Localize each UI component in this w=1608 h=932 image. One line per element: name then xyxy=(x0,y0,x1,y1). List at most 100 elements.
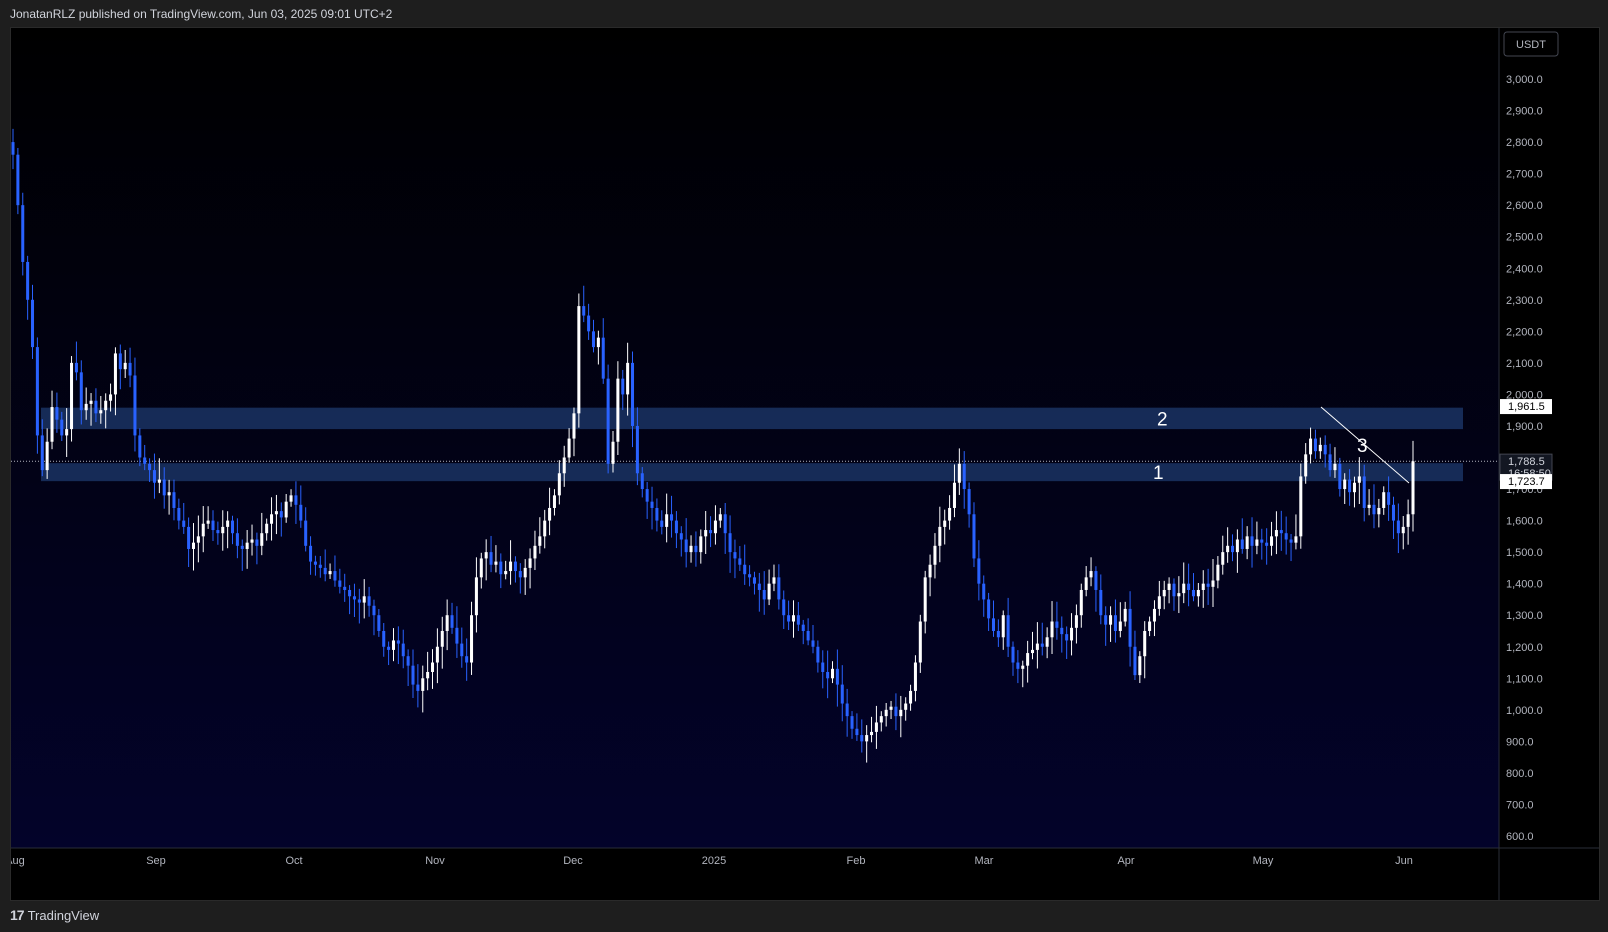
y-tick-label: 1,900.0 xyxy=(1506,421,1543,433)
candle-body xyxy=(821,662,825,672)
candle-body xyxy=(884,709,888,717)
y-tick-label: 800.0 xyxy=(1506,768,1534,780)
candle-body xyxy=(909,690,913,704)
candle-body xyxy=(1172,583,1176,597)
candle-body xyxy=(1309,438,1313,455)
candle-body xyxy=(406,656,410,666)
candle-body xyxy=(645,489,649,502)
candle-body xyxy=(1289,539,1293,543)
currency-button[interactable]: USDT xyxy=(1503,31,1559,57)
zone-label-1: 1 xyxy=(1153,463,1164,484)
candle-body xyxy=(465,656,469,663)
candle-body xyxy=(1006,615,1010,647)
candle-body xyxy=(367,596,371,606)
candle-body xyxy=(313,561,317,565)
candle-body xyxy=(1123,608,1127,622)
y-tick-label: 2,200.0 xyxy=(1506,326,1543,338)
candle-body xyxy=(870,731,874,736)
candle-body xyxy=(411,665,415,685)
candle-body xyxy=(928,564,932,578)
candle-body xyxy=(1231,545,1235,553)
candle-body xyxy=(113,353,117,395)
candle-body xyxy=(372,605,376,616)
candle-body xyxy=(1328,454,1332,471)
candle-body xyxy=(279,511,283,518)
candle-body xyxy=(557,473,561,496)
candle-body xyxy=(474,577,478,616)
candle-body xyxy=(713,520,717,534)
candle-body xyxy=(40,435,44,471)
candle-body xyxy=(1318,444,1322,452)
candle-body xyxy=(704,530,708,537)
candle-body xyxy=(1060,627,1064,635)
candle-body xyxy=(1221,552,1225,565)
x-tick-label: May xyxy=(1253,855,1274,867)
candle-body xyxy=(1333,463,1337,471)
candle-body xyxy=(167,492,171,496)
candle-body xyxy=(89,400,93,404)
candle-body xyxy=(509,561,513,572)
candle-body xyxy=(1040,643,1044,647)
candle-body xyxy=(45,441,49,471)
y-tick-label: 2,900.0 xyxy=(1506,106,1543,118)
candle-body xyxy=(552,495,556,508)
candle-body xyxy=(865,735,869,742)
candle-body xyxy=(250,539,254,543)
candle-body xyxy=(577,306,581,414)
candle-body xyxy=(674,520,678,534)
candle-body xyxy=(1372,504,1376,515)
candle-body xyxy=(1401,526,1405,534)
candle-body xyxy=(231,520,235,534)
tradingview-brand[interactable]: 17 TradingView xyxy=(10,907,99,923)
candle-body xyxy=(621,378,625,395)
candle-body xyxy=(1035,643,1039,650)
candle-body xyxy=(1216,564,1220,581)
candle-body xyxy=(801,624,805,631)
candle-body xyxy=(523,567,527,578)
candle-body xyxy=(684,539,688,553)
y-tick-label: 1,100.0 xyxy=(1506,673,1543,685)
candle-body xyxy=(460,643,464,657)
candle-body xyxy=(1226,545,1230,553)
candle-body xyxy=(357,599,361,603)
candle-body xyxy=(1118,621,1122,631)
candle-body xyxy=(1294,536,1298,543)
candle-body xyxy=(748,574,752,578)
candle-body xyxy=(572,413,576,439)
candle-body xyxy=(694,545,698,553)
candle-body xyxy=(1304,454,1308,477)
candle-body xyxy=(148,463,152,471)
candle-body xyxy=(1396,520,1400,534)
candle-body xyxy=(962,463,966,490)
candle-body xyxy=(1089,571,1093,578)
candle-body xyxy=(289,495,293,502)
x-tick-label: Jun xyxy=(1395,855,1413,867)
x-tick-label: Mar xyxy=(975,855,994,867)
y-tick-label: 1,500.0 xyxy=(1506,547,1543,559)
candle-body xyxy=(304,520,308,546)
trendline[interactable] xyxy=(1320,406,1410,484)
candle-body xyxy=(987,599,991,619)
candle-body xyxy=(177,507,181,521)
trendline-layer[interactable] xyxy=(1320,406,1410,484)
y-tick-label: 700.0 xyxy=(1506,799,1534,811)
candle-body xyxy=(1084,577,1088,590)
zone-1 xyxy=(41,463,1463,482)
candle-body xyxy=(1182,583,1186,594)
candle-body xyxy=(582,306,586,316)
price-tag-value: 1,961.5 xyxy=(1508,401,1545,413)
candle-body xyxy=(889,706,893,710)
candle-body xyxy=(1352,482,1356,493)
zone-labels-layer: 21 xyxy=(1153,409,1168,484)
price-chart[interactable]: 21 3 3,000.02,900.02,800.02,700.02,600.0… xyxy=(11,28,1599,900)
candle-body xyxy=(260,533,264,546)
candle-body xyxy=(948,507,952,521)
candle-body xyxy=(1235,539,1239,553)
plot-background xyxy=(11,28,1499,848)
candle-body xyxy=(831,668,835,679)
candle-body xyxy=(952,482,956,508)
candles-layer xyxy=(11,128,1415,763)
candle-body xyxy=(489,552,493,565)
candle-body xyxy=(94,400,98,414)
